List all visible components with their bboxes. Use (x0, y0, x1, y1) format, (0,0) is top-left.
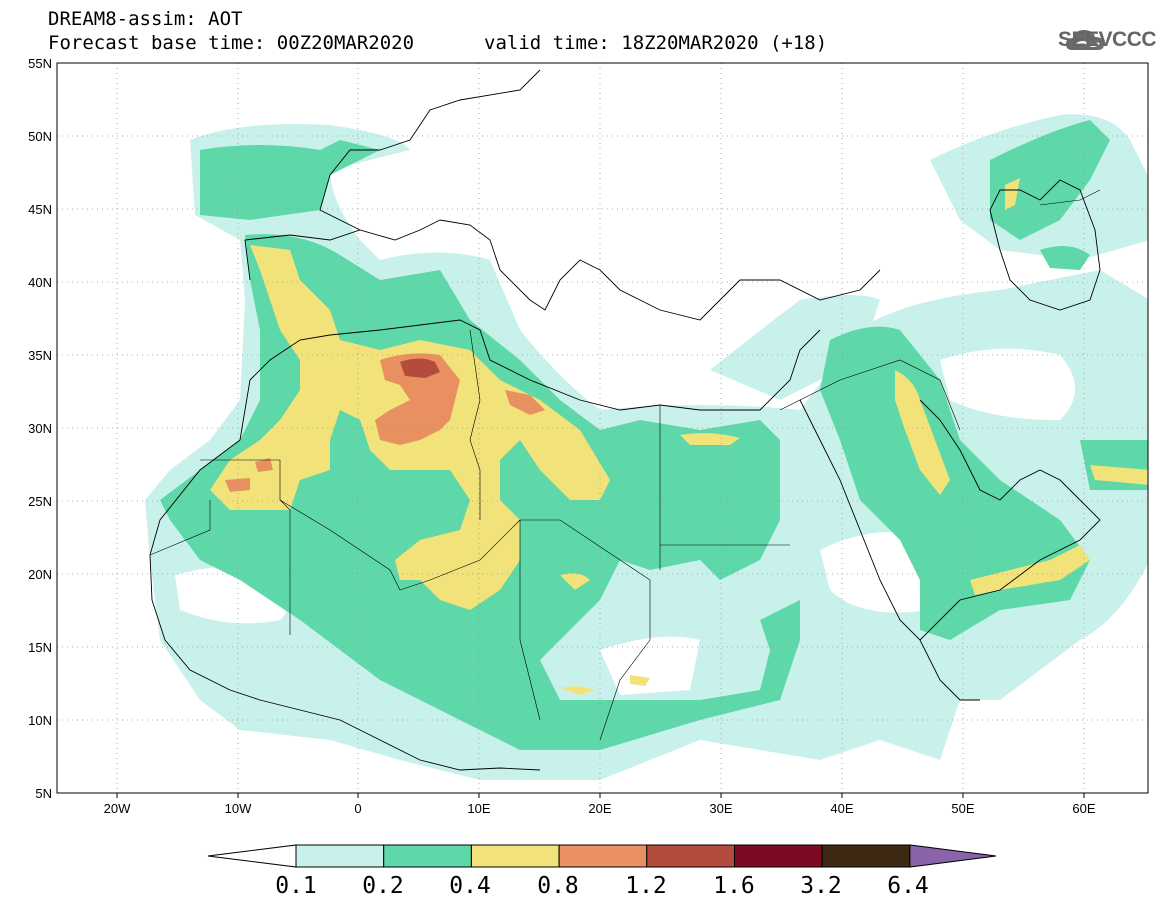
colorbar-labels: 0.1 0.2 0.4 0.8 1.2 1.6 3.2 6.4 (275, 873, 929, 899)
aot-0.2-region-caspian (990, 120, 1110, 240)
product-title: DREAM8-assim: AOT (48, 8, 243, 30)
colorbar-swatch (383, 844, 472, 868)
lat-label: 5N (35, 786, 52, 801)
lat-label: 50N (28, 129, 52, 144)
colorbar-label: 0.1 (275, 873, 317, 899)
lat-label: 40N (28, 275, 52, 290)
colorbar-arrow-high (909, 844, 997, 868)
aot-0.1-region-levant (710, 295, 880, 400)
lon-label: 0 (354, 801, 361, 816)
forecast-base-time: Forecast base time: 00Z20MAR2020 (48, 32, 415, 54)
lat-label: 10N (28, 713, 52, 728)
lat-label: 30N (28, 421, 52, 436)
lon-label: 20W (104, 801, 131, 816)
colorbar-label: 0.8 (537, 873, 579, 899)
colorbar-arrow-low (207, 844, 297, 868)
coastlines (149, 69, 1101, 771)
colorbar-swatch (734, 844, 823, 868)
aot-field (145, 114, 1148, 780)
colorbar-label: 1.6 (713, 873, 755, 899)
colorbar-swatch (821, 844, 911, 868)
logo-text: SEEVCCC (1058, 28, 1157, 51)
aot-0.2-region-arabia (820, 326, 1090, 640)
aot-0.8-region (375, 353, 460, 445)
valid-time: valid time: 18Z20MAR2020 (+18) (484, 32, 828, 54)
lon-label: 20E (588, 801, 611, 816)
colorbar-swatch (646, 844, 735, 868)
lat-label: 25N (28, 494, 52, 509)
latitude-labels: 55N 50N 45N 40N 35N 30N 25N 20N 15N 10N … (28, 56, 52, 801)
colorbar-label: 1.2 (625, 873, 667, 899)
aot-0.4-region-iraq (895, 370, 950, 495)
lat-label: 15N (28, 640, 52, 655)
aot-1.2-region (400, 358, 440, 378)
colorbar-label: 3.2 (800, 873, 842, 899)
graticule (57, 63, 1148, 793)
lat-label: 20N (28, 567, 52, 582)
lat-label: 35N (28, 348, 52, 363)
lon-label: 50E (951, 801, 974, 816)
lat-label: 55N (28, 56, 52, 71)
country-borders (149, 189, 1101, 741)
lon-label: 30E (709, 801, 732, 816)
colorbar-swatch (295, 844, 385, 868)
colorbar (207, 844, 997, 868)
lon-label: 60E (1072, 801, 1095, 816)
aot-0.4-region-yemen (970, 545, 1090, 595)
lon-label: 40E (830, 801, 853, 816)
cloud-logo-icon (1066, 30, 1104, 50)
colorbar-swatch (558, 844, 648, 868)
colorbar-swatch (470, 844, 560, 868)
colorbar-label: 0.2 (362, 873, 404, 899)
lat-label: 45N (28, 202, 52, 217)
colorbar-label: 6.4 (887, 873, 929, 899)
map-frame (56, 62, 1149, 794)
aot-0.2-region-biscay (200, 140, 380, 220)
lon-label: 10W (225, 801, 252, 816)
colorbar-label: 0.4 (449, 873, 491, 899)
longitude-labels: 20W 10W 0 10E 20E 30E 40E 50E 60E (104, 801, 1096, 816)
lon-label: 10E (467, 801, 490, 816)
tick-marks (116, 793, 1085, 798)
